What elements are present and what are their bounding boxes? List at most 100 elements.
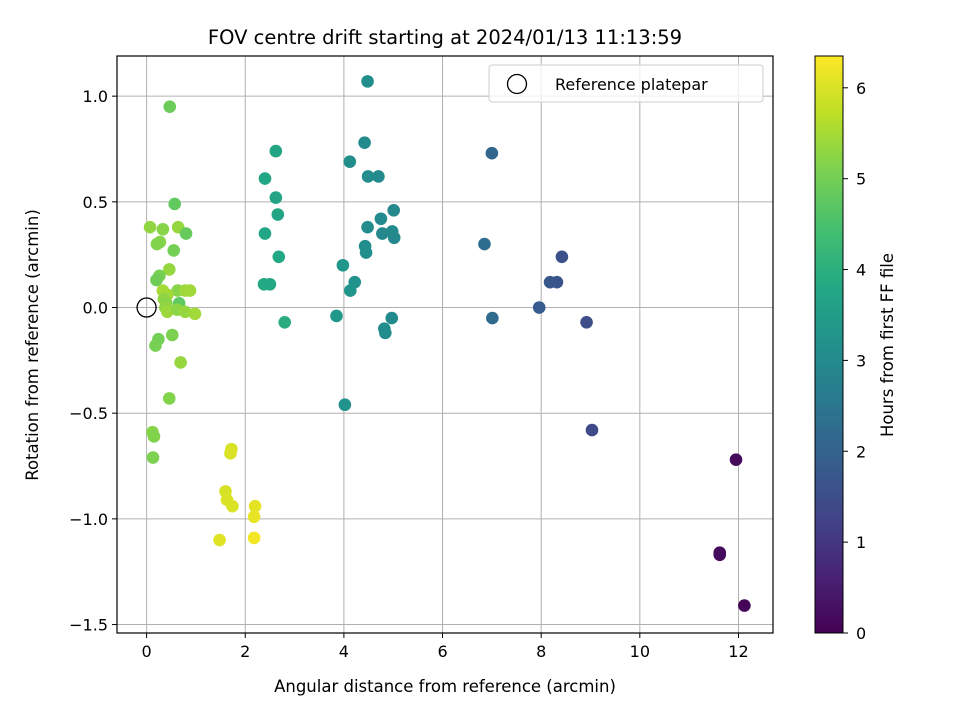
data-point <box>738 599 751 612</box>
y-tick-label: −1.5 <box>69 616 108 635</box>
colorbar-gradient <box>815 56 843 633</box>
data-point <box>258 172 272 185</box>
colorbar: 0 1 2 3 4 5 6 Hours from first FF file <box>814 55 897 643</box>
colorbar-tick-label: 5 <box>856 170 866 189</box>
data-point <box>585 423 599 437</box>
y-axis-ticks: −1.5 −1.0 −0.5 0.0 0.5 1.0 <box>69 87 117 635</box>
data-point <box>543 275 557 289</box>
data-point <box>372 170 385 183</box>
data-point <box>271 208 285 221</box>
legend-box <box>488 64 764 103</box>
chart-title: FOV centre drift starting at 2024/01/13 … <box>208 26 682 49</box>
data-point <box>729 453 743 466</box>
data-point <box>162 263 176 276</box>
data-point <box>343 155 357 168</box>
data-point <box>379 326 392 340</box>
data-point <box>178 305 192 319</box>
data-point <box>532 301 546 314</box>
data-point <box>376 227 389 240</box>
data-point <box>336 258 350 272</box>
x-axis-ticks: 0 2 4 6 8 10 12 <box>142 633 749 661</box>
y-tick-label: 1.0 <box>83 87 108 106</box>
data-point <box>580 316 593 329</box>
colorbar-frame <box>814 55 844 634</box>
data-point <box>150 273 163 287</box>
reference-marker-layer <box>136 297 157 318</box>
colorbar-tick-label: 1 <box>856 533 866 552</box>
data-point <box>485 146 499 160</box>
x-axis-label: Angular distance from reference (arcmin) <box>274 677 616 696</box>
x-tick-label: 4 <box>339 642 349 661</box>
data-point <box>188 307 202 321</box>
data-point <box>167 244 181 257</box>
data-point <box>183 284 197 297</box>
y-tick-label: 0.5 <box>83 193 108 212</box>
data-point <box>358 136 371 149</box>
data-point <box>278 316 291 329</box>
data-point <box>385 311 399 325</box>
colorbar-tick-label: 0 <box>856 624 866 643</box>
legend-reference-marker <box>506 73 528 95</box>
data-point <box>361 170 375 183</box>
data-point <box>150 237 164 251</box>
x-tick-label: 10 <box>630 642 650 661</box>
data-point <box>224 447 237 460</box>
data-points <box>143 75 751 612</box>
x-tick-label: 2 <box>240 642 250 661</box>
data-point <box>161 305 174 319</box>
data-point <box>213 533 226 547</box>
data-point <box>149 339 162 352</box>
colorbar-label: Hours from first FF file <box>878 253 897 437</box>
data-point <box>168 197 182 211</box>
data-point <box>338 398 352 412</box>
colorbar-ticks: 0 1 2 3 4 5 6 <box>843 79 866 643</box>
data-point <box>165 328 179 342</box>
colorbar-tick-label: 2 <box>856 442 866 461</box>
data-point <box>478 237 491 251</box>
data-point <box>258 227 272 240</box>
data-point <box>361 220 374 234</box>
plot-frame <box>116 55 774 634</box>
data-point <box>174 356 187 369</box>
data-point <box>359 246 373 259</box>
colorbar-tick-label: 6 <box>856 79 866 98</box>
reference-platepar-marker <box>136 297 157 318</box>
y-axis-label: Rotation from reference (arcmin) <box>23 209 42 481</box>
data-point <box>269 191 283 204</box>
data-point <box>330 309 343 323</box>
y-tick-label: −0.5 <box>69 404 108 423</box>
data-point <box>226 499 239 513</box>
x-tick-label: 0 <box>142 642 152 661</box>
data-point <box>156 223 170 236</box>
data-point <box>361 75 374 88</box>
data-point <box>387 231 401 245</box>
x-tick-label: 12 <box>728 642 748 661</box>
data-point <box>146 451 160 464</box>
y-tick-label: 0.0 <box>83 299 108 318</box>
colorbar-tick-label: 3 <box>856 351 866 370</box>
data-point <box>555 250 569 264</box>
data-point <box>247 510 261 524</box>
data-point <box>162 392 176 405</box>
data-point <box>248 499 262 513</box>
data-point <box>387 203 401 217</box>
data-point <box>163 100 177 114</box>
data-point <box>343 284 357 297</box>
legend-label: Reference platepar <box>555 75 708 94</box>
data-point <box>272 250 286 264</box>
y-tick-label: −1.0 <box>69 510 108 529</box>
x-tick-label: 8 <box>536 642 546 661</box>
x-tick-label: 6 <box>437 642 447 661</box>
grid-lines <box>117 56 773 633</box>
data-point <box>143 220 157 234</box>
data-point <box>713 548 727 562</box>
data-point <box>147 430 161 443</box>
colorbar-tick-label: 4 <box>856 261 866 280</box>
data-point <box>179 227 193 240</box>
legend: Reference platepar <box>488 64 764 103</box>
data-point <box>247 531 261 545</box>
data-point <box>486 311 499 325</box>
data-point <box>374 212 388 226</box>
data-point <box>269 144 283 158</box>
